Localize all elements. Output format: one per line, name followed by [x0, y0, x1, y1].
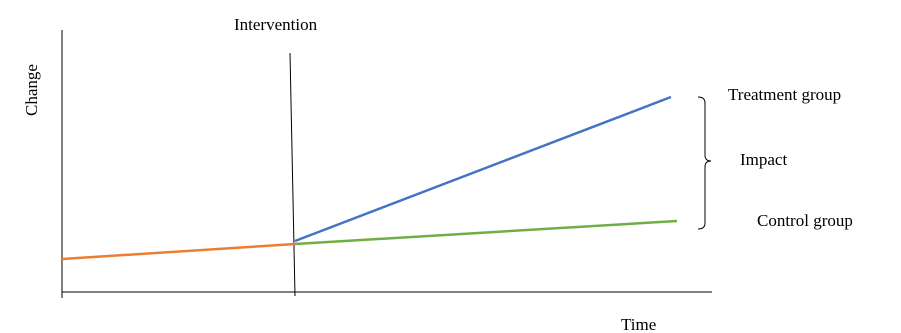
x-axis-label: Time [621, 315, 657, 333]
y-axis-label: Change [22, 64, 41, 116]
control-group-label: Control group [757, 211, 853, 230]
treatment-group-line [294, 95, 672, 243]
pre-intervention-line [61, 242, 296, 261]
intervention-label: Intervention [234, 15, 318, 34]
intervention-line [289, 52, 296, 297]
impact-brace [697, 96, 712, 230]
control-group-line [294, 219, 678, 246]
treatment-group-label: Treatment group [728, 85, 842, 104]
impact-label: Impact [740, 150, 788, 169]
